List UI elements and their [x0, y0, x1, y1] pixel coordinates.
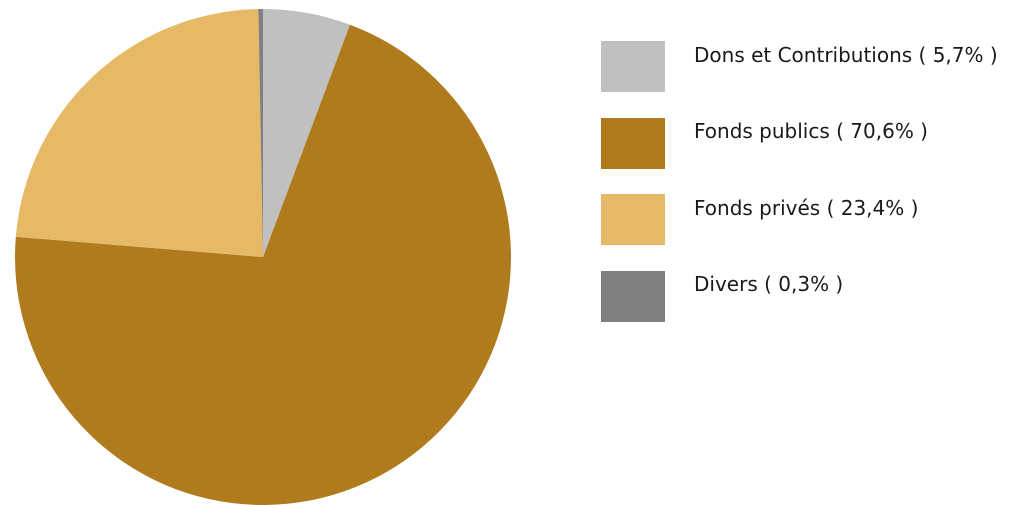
- legend-swatch-divers: [601, 270, 665, 322]
- legend-swatch-fonds-publics: [601, 117, 665, 169]
- legend-label-fonds-prives: Fonds privés ( 23,4% ): [694, 195, 919, 220]
- pie-chart: [15, 9, 511, 505]
- legend-swatch-fonds-prives: [601, 194, 665, 245]
- legend: Dons et Contributions ( 5,7% ) Fonds pub…: [601, 41, 1026, 347]
- pie-slice-fonds-publics-70-6: [15, 24, 511, 505]
- legend-item-divers: Divers ( 0,3% ): [601, 270, 1026, 322]
- legend-label-dons-et-contributions: Dons et Contributions ( 5,7% ): [694, 42, 998, 67]
- pie-slice-fonds-prives-23-4: [15, 9, 264, 258]
- pie-slice-divers-0-3: [258, 9, 263, 257]
- legend-label-fonds-publics: Fonds publics ( 70,6% ): [694, 119, 928, 143]
- legend-item-dons-et-contributions: Dons et Contributions ( 5,7% ): [601, 41, 1026, 92]
- legend-swatch-dons-et-contributions: [601, 41, 665, 92]
- legend-item-fonds-publics: Fonds publics ( 70,6% ): [601, 117, 1026, 169]
- legend-label-divers: Divers ( 0,3% ): [694, 272, 844, 296]
- legend-item-fonds-prives: Fonds privés ( 23,4% ): [601, 194, 1026, 245]
- pie-slice-dons-et-contributions-5-7: [263, 9, 350, 257]
